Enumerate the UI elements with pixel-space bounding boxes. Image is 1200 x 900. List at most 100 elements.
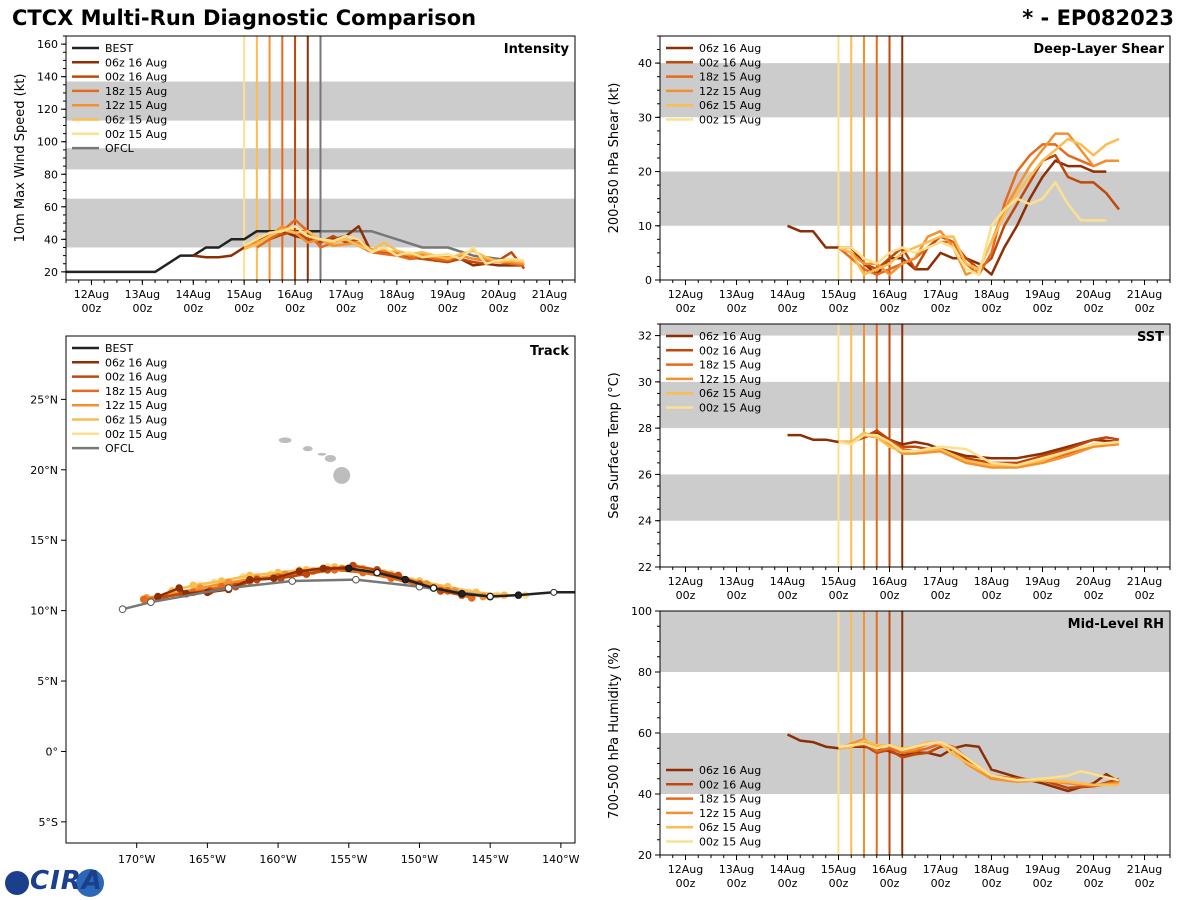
track-point-best [458,589,466,598]
track-point-best [401,575,410,584]
legend-label: 00z 15 Aug [105,128,167,141]
island-shape [278,437,292,444]
x-tick-hour: 00z [540,302,560,315]
track-point-r06z16 [295,567,304,575]
y-tick-label: 100 [37,136,58,149]
x-tick-label: 19Aug [1025,863,1060,876]
best-track-point [550,588,558,596]
y-tick-label: 160 [37,38,58,51]
y-tick-label: 20 [44,266,58,279]
x-tick-label: 16Aug [277,288,312,301]
axes-frame [65,335,576,844]
panel-sst: 22242628303212Aug00z13Aug00z14Aug00z15Au… [607,323,1171,602]
x-tick-label: 20Aug [1076,863,1111,876]
x-tick-label: 17Aug [923,863,958,876]
y-tick-label: 24 [638,515,652,528]
panel-title: SST [1137,330,1164,345]
x-tick-hour: 00z [1135,589,1155,602]
series-line-r00z15 [838,433,1120,467]
x-tick-label: 14Aug [770,575,805,588]
x-tick-hour: 00z [234,302,254,315]
best-track-point [430,584,438,592]
y-tick-label: 30 [638,376,652,389]
logo-text: CIRA [30,866,103,896]
x-tick-label: 13Aug [719,575,754,588]
track-point-ofcl [147,598,155,606]
series-line-r00z16 [838,743,1120,790]
series-group [786,733,1120,793]
x-tick-hour: 00z [336,302,356,315]
lat-tick-label: 25°N [30,393,58,406]
track-point-r18z15 [139,595,148,604]
lon-tick-label: 140°W [542,853,579,866]
x-tick-label: 12Aug [74,288,109,301]
series-line-r06z16 [787,431,1120,460]
shaded-band [660,324,1170,336]
panel-track: 170°W 165°W 160°W 155°W 150°W 145°W 140°W 5°S 0°… [30,335,580,866]
y-tick-label: 60 [44,201,58,214]
y-tick-label: 0 [645,274,652,287]
series-group [787,429,1120,469]
x-tick-hour: 00z [1084,877,1104,890]
x-tick-hour: 00z [931,877,951,890]
y-tick-label: 120 [37,103,58,116]
legend-label: 06z 15 Aug [105,114,167,127]
x-tick-hour: 00z [829,877,849,890]
legend-label: BEST [105,342,133,355]
x-tick-hour: 00z [489,302,509,315]
lon-tick-label: 150°W [401,853,438,866]
y-tick-label: 26 [638,468,652,481]
series-group [787,132,1120,276]
x-tick-hour: 00z [982,589,1002,602]
track-point-r06z16 [319,564,328,573]
x-tick-hour: 00z [676,877,696,890]
panel-title: Intensity [504,42,570,57]
x-tick-hour: 00z [931,302,951,315]
y-tick-label: 10 [638,220,652,233]
y-axis-label: 200-850 hPa Shear (kt) [607,83,622,234]
x-tick-hour: 00z [982,302,1002,315]
y-axis-label: 10m Max Wind Speed (kt) [13,74,28,243]
x-tick-label: 14Aug [770,863,805,876]
y-tick-label: 100 [631,605,652,618]
x-tick-hour: 00z [829,302,849,315]
legend-label: 18z 15 Aug [105,385,167,398]
y-tick-label: 40 [638,57,652,70]
x-tick-hour: 00z [778,589,798,602]
panel-rh: 2040608010012Aug00z13Aug00z14Aug00z15Aug… [607,605,1171,890]
x-tick-hour: 00z [982,877,1002,890]
x-tick-hour: 00z [880,589,900,602]
shaded-band [660,63,1170,118]
x-tick-label: 12Aug [668,575,703,588]
x-tick-label: 21Aug [1127,288,1162,301]
x-tick-label: 21Aug [1127,863,1162,876]
globe-icon [5,871,29,895]
x-tick-label: 13Aug [719,288,754,301]
shaded-band [660,474,1170,521]
panel-title: Track [530,344,569,359]
x-tick-label: 21Aug [532,288,567,301]
island-shape [302,446,313,452]
legend-label: 18z 15 Aug [699,359,761,372]
x-tick-label: 15Aug [821,863,856,876]
island-shape [324,455,337,463]
x-tick-hour: 00z [676,302,696,315]
shaded-band [660,381,1170,429]
series-line-r00z15 [838,740,1120,782]
panel-intensity: 2040608010012014016012Aug00z13Aug00z14Au… [13,35,576,315]
track-point-ofcl [288,577,297,585]
legend-label: 12z 15 Aug [699,373,761,386]
track-point-ofcl [118,605,127,614]
x-tick-label: 15Aug [821,288,856,301]
x-tick-hour: 00z [778,302,798,315]
legend-label: 06z 15 Aug [699,821,761,834]
lon-tick-label: 145°W [471,853,508,866]
lon-tick-label: 170°W [118,853,155,866]
x-tick-label: 17Aug [923,575,958,588]
series-line-r06z15 [838,137,1120,276]
track-point-ofcl [224,584,233,592]
x-tick-hour: 00z [778,877,798,890]
x-tick-label: 21Aug [1127,575,1162,588]
x-tick-hour: 00z [727,589,747,602]
